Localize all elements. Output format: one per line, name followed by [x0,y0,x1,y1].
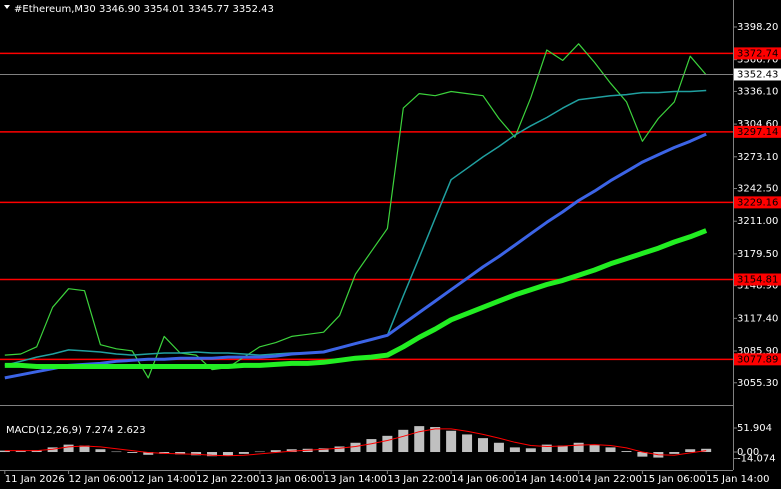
histogram-bar [207,452,218,457]
histogram-bar [382,435,393,453]
series-line [4,228,708,369]
signal-line [4,428,707,457]
x-tick-label: 15 Jan 14:00 [706,474,769,485]
histogram-bar [270,450,281,453]
histogram-bar [95,449,106,453]
chart-title: #Ethereum,M30 3346.90 3354.01 3345.77 33… [14,4,274,15]
histogram-bar [637,452,648,457]
symbol: #Ethereum,M30 [14,4,96,15]
histogram-bar [557,445,568,453]
x-tick-label: 14 Jan 06:00 [451,474,514,485]
histogram-bar [238,452,249,454]
histogram-bar [509,447,520,453]
histogram-bar [621,451,632,453]
histogram-bar [685,449,696,453]
macd-value: 7.274 [85,425,114,436]
level-label: 3154.81 [737,275,778,286]
x-tick-label: 12 Jan 22:00 [196,474,259,485]
histogram-bar [79,445,90,453]
histogram-bar [318,448,329,453]
x-tick-label: 14 Jan 22:00 [579,474,642,485]
histogram-bar [111,451,122,453]
histogram-bar [366,439,377,453]
x-tick-label: 13 Jan 22:00 [387,474,450,485]
y-tick-label: 3304.60 [737,119,778,130]
y-tick-label: 3242.50 [737,184,778,195]
last-price-box [734,68,781,81]
histogram-bar [0,450,10,453]
x-tick-label: 12 Jan 14:00 [132,474,195,485]
x-tick-label: 11 Jan 2026 [5,474,65,485]
y-tick-label: 3148.90 [737,281,778,292]
histogram-bar [191,452,202,456]
y-tick-label: -14.074 [737,454,776,465]
histogram-bar [254,451,265,453]
y-tick-label: 3398.20 [737,22,778,33]
histogram-bar [47,447,58,453]
histogram-bar [573,442,584,453]
histogram-bar [175,452,186,455]
y-tick-label: 3336.10 [737,86,778,97]
menu-triangle [4,5,10,9]
series-line [4,132,707,380]
level-label: 3077.89 [737,354,778,365]
y-tick-label: 3211.00 [737,216,778,227]
signal-value: 2.623 [117,425,146,436]
histogram-bar [334,446,345,453]
histogram-bar [414,426,425,453]
histogram-bar [541,444,552,453]
y-tick-label: 3055.30 [737,378,778,389]
macd-name: MACD(12,26,9) [6,425,82,436]
histogram-bar [127,452,138,453]
histogram-bar [446,430,457,453]
y-tick-label: 0.00 [737,447,759,458]
x-tick-label: 14 Jan 14:00 [515,474,578,485]
y-tick-label: 51.904 [737,423,772,434]
ohlc: 3346.90 3354.01 3345.77 3352.43 [99,4,274,15]
histogram-bar [525,448,536,453]
level-label: 3297.14 [737,127,778,138]
histogram-bar [430,427,441,453]
histogram-bar [15,451,26,453]
x-tick-label: 13 Jan 14:00 [324,474,387,485]
y-tick-label: 3117.40 [737,313,778,324]
histogram-bar [478,438,488,453]
x-tick-label: 15 Jan 06:00 [642,474,705,485]
x-tick-label: 13 Jan 06:00 [260,474,323,485]
histogram-bar [493,442,504,453]
histogram-bar [222,452,233,456]
y-tick-label: 3273.10 [737,152,778,163]
level-label-box [734,47,781,60]
y-tick-label: 3085.90 [737,346,778,357]
histogram-bar [605,447,616,453]
level-label-box [734,353,781,366]
last-price-label: 3352.43 [737,69,778,80]
histogram-bar [669,452,680,454]
histogram-bar [462,434,473,453]
histogram-bar [589,444,600,453]
histogram-bar [398,429,409,453]
y-tick-label: 3179.50 [737,249,778,260]
series-line [4,43,707,379]
level-label: 3372.74 [737,48,778,59]
level-label-box [734,125,781,138]
histogram-bar [143,452,154,455]
plot-area [0,43,733,458]
histogram-bar [63,444,74,453]
level-label-box [734,196,781,209]
histogram-bar [350,442,361,453]
level-label-box [734,273,781,286]
level-label: 3229.16 [737,197,778,208]
y-tick-label: 3366.70 [737,55,778,66]
macd-title: MACD(12,26,9) 7.274 2.623 [6,425,146,436]
x-tick-label: 12 Jan 06:00 [69,474,132,485]
